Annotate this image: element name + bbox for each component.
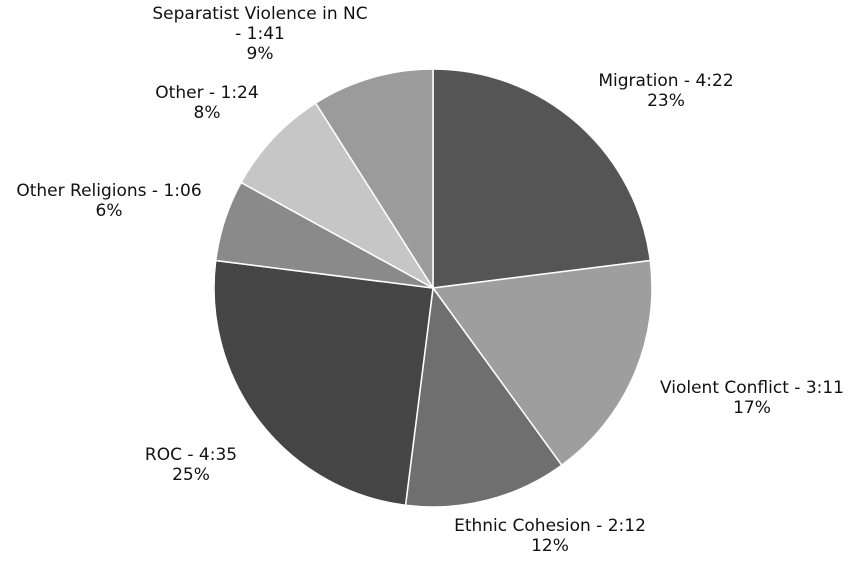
slice-label: Violent Conflict - 3:11 17%: [660, 378, 844, 418]
slice-percent: 25%: [172, 465, 210, 485]
pie-slice: [314, 68, 434, 291]
pie-slice: [404, 286, 563, 508]
pie-slice: [240, 102, 434, 289]
slice-percent: 23%: [647, 91, 685, 111]
slice-label: Other - 1:24 8%: [155, 83, 258, 123]
slice-label-line: Violent Conflict - 3:11: [660, 378, 844, 398]
slice-label-line: Migration - 4:22: [598, 71, 733, 91]
pie-labels: Migration - 4:22 23% Violent Conflict - 3:…: [16, 4, 844, 556]
slice-label-line: Other - 1:24: [155, 83, 258, 103]
pie-slice: [213, 259, 434, 507]
slice-label-line: ROC - 4:35: [145, 445, 237, 465]
slice-percent: 17%: [733, 398, 771, 418]
slice-percent: 12%: [531, 536, 569, 556]
slice-label-line: Separatist Violence in NC: [152, 4, 367, 24]
slice-label-line: Ethnic Cohesion - 2:12: [454, 516, 646, 536]
slice-label: Migration - 4:22 23%: [598, 71, 733, 111]
slice-label-line: Other Religions - 1:06: [16, 181, 201, 201]
slice-label: ROC - 4:35 25%: [145, 445, 237, 485]
slice-label: Other Religions - 1:06 6%: [16, 181, 201, 221]
slice-percent: 9%: [247, 44, 274, 64]
slice-label: Separatist Violence in NC - 1:41 9%: [152, 4, 367, 64]
pie-slices: [213, 68, 653, 508]
slice-label: Ethnic Cohesion - 2:12 12%: [454, 516, 646, 556]
slice-percent: 6%: [96, 201, 123, 221]
pie-slice: [432, 68, 652, 289]
slice-percent: 8%: [194, 103, 221, 123]
slice-label-line: - 1:41: [235, 24, 285, 44]
pie-slice: [431, 259, 653, 467]
